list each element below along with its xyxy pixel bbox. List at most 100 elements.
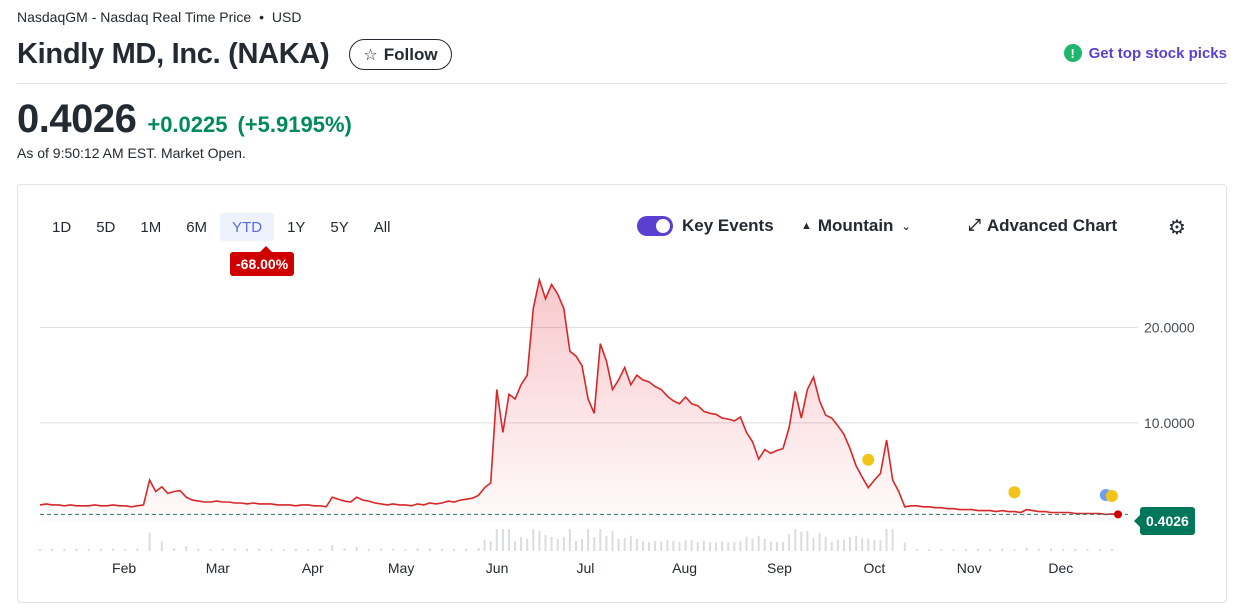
y-tick-label: 20.0000 [1144, 319, 1195, 335]
volume-bar [581, 539, 584, 551]
range-tab-1y[interactable]: 1Y [287, 218, 306, 236]
price-change-percent: (+5.9195%) [237, 112, 352, 137]
top-picks-link[interactable]: ! Get top stock picks [1063, 44, 1227, 62]
key-event-marker[interactable] [862, 453, 875, 466]
volume-bar [1037, 548, 1040, 551]
advanced-chart-label: Advanced Chart [986, 216, 1118, 235]
top-picks-label: Get top stock picks [1088, 44, 1227, 62]
volume-bar [453, 548, 456, 551]
key-events-toggle[interactable] [637, 216, 673, 236]
separator-dot: • [259, 9, 264, 25]
title-row: Kindly MD, Inc. (NAKA) ☆ Follow [17, 38, 452, 71]
volume-bar [976, 548, 979, 551]
chevron-down-icon: ⌄ [901, 220, 911, 233]
volume-bar [708, 542, 711, 551]
range-tab-5d[interactable]: 5D [96, 218, 116, 236]
volume-bar [775, 541, 778, 551]
volume-bar [885, 529, 888, 551]
volume-bar [745, 536, 748, 551]
volume-bar [404, 549, 407, 551]
volume-bar [428, 548, 431, 551]
volume-bar [1050, 548, 1053, 551]
range-tab-6m[interactable]: 6M [186, 218, 208, 236]
volume-bar [270, 549, 273, 551]
chart-type-dropdown[interactable]: ▲ Mountain ⌄ [801, 216, 911, 236]
volume-bar [623, 537, 626, 551]
volume-bar [221, 548, 224, 551]
mountain-icon: ▲ [801, 220, 812, 232]
exchange-name: NasdaqGM - Nasdaq Real Time Price [17, 9, 252, 25]
volume-bar [587, 529, 590, 551]
key-event-marker[interactable] [1105, 490, 1118, 503]
range-tab-1d[interactable]: 1D [52, 218, 72, 236]
volume-bar [562, 537, 565, 551]
volume-bar [721, 541, 724, 551]
volume-bar [873, 539, 876, 551]
volume-bar [605, 535, 608, 551]
volume-bar [1013, 549, 1016, 551]
volume-bar [574, 541, 577, 551]
volume-bar [940, 549, 943, 551]
range-tab-5y[interactable]: 5Y [330, 218, 349, 236]
volume-bar [172, 548, 175, 551]
x-tick-label: May [388, 560, 414, 576]
volume-bar [514, 541, 517, 551]
key-events-toggle-group: Key Events [637, 216, 774, 236]
volume-bar [928, 549, 931, 551]
ytd-change-badge: -68.00% [230, 246, 295, 276]
key-events-label: Key Events [682, 216, 774, 235]
follow-button[interactable]: ☆ Follow [349, 39, 452, 70]
volume-bar [617, 539, 620, 551]
volume-bar [666, 540, 669, 551]
volume-bar [842, 539, 845, 551]
volume-bar [684, 540, 687, 551]
volume-bar [903, 542, 906, 551]
volume-bar [824, 537, 827, 551]
range-tab-1m[interactable]: 1M [140, 218, 162, 236]
volume-bar [696, 542, 699, 551]
volume-bar [440, 548, 443, 551]
volume-bar [87, 549, 90, 551]
range-tabs: 1D 5D 1M 6M YTD 1Y 5Y All [40, 213, 403, 241]
advanced-chart-button[interactable]: ⤢ Advanced Chart [968, 216, 1117, 236]
volume-bar [416, 548, 419, 551]
volume-bar [855, 535, 858, 551]
x-tick-label: Aug [672, 560, 697, 576]
page-title: Kindly MD, Inc. (NAKA) [17, 38, 330, 70]
gear-icon[interactable]: ⚙ [1168, 217, 1186, 239]
volume-bar [75, 548, 78, 551]
volume-bar [520, 537, 523, 551]
volume-bar [507, 529, 510, 551]
range-tab-ytd[interactable]: YTD [220, 213, 275, 241]
volume-bar [1025, 547, 1028, 551]
volume-bar [465, 548, 468, 551]
price-chart[interactable]: 10.0000 20.0000 Feb Mar Apr May Jun Jul Aug Sep Oc… [18, 185, 1226, 602]
x-tick-label: Oct [863, 560, 885, 576]
volume-bar [99, 548, 102, 551]
volume-bar [654, 541, 657, 551]
chart-type-label: Mountain [817, 216, 894, 235]
x-tick-label: Sep [767, 560, 792, 576]
volume-bar [635, 539, 638, 551]
volume-bar [678, 541, 681, 551]
volume-bar [185, 546, 188, 551]
price-line [39, 276, 1119, 516]
price-change: +0.0225 [147, 112, 228, 137]
toggle-knob [656, 219, 670, 233]
volume-bar [702, 540, 705, 551]
key-event-marker[interactable] [1008, 486, 1021, 499]
volume-bar [209, 549, 212, 551]
divider [17, 83, 1227, 84]
volume-bar [788, 534, 791, 551]
volume-bar [1086, 549, 1089, 551]
volume-bar [51, 548, 54, 551]
x-tick-label: Jun [486, 560, 509, 576]
volume-bar [660, 541, 663, 551]
volume-bar [282, 549, 285, 551]
volume-bar [769, 541, 772, 551]
volume-bar [599, 529, 602, 551]
volume-bar [1074, 548, 1077, 551]
star-icon: ☆ [363, 46, 378, 64]
range-tab-all[interactable]: All [373, 218, 391, 236]
volume-bar [112, 548, 115, 551]
